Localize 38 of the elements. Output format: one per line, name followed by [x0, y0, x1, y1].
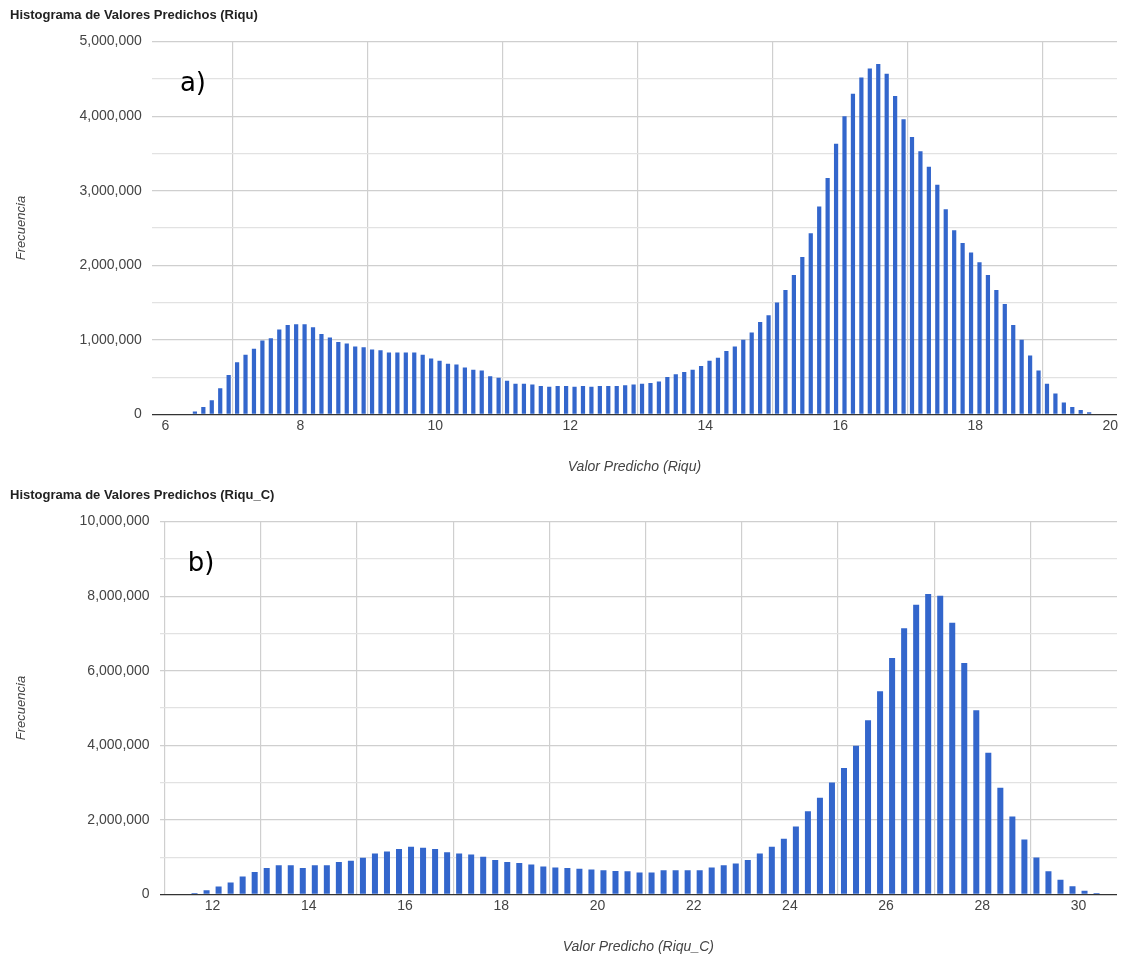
- y-tick-label: 0: [141, 885, 150, 902]
- x-tick-label: 20: [589, 896, 606, 913]
- y-tick-label: 10,000,000: [79, 512, 150, 529]
- x-tick-label: 16: [397, 896, 414, 913]
- annotation: a): [179, 67, 206, 98]
- x-axis-title: Valor Predicho (Riqu_C): [562, 938, 714, 955]
- y-tick-label: 3,000,000: [79, 181, 143, 198]
- y-tick-label: 5,000,000: [79, 32, 143, 49]
- y-tick-label: 8,000,000: [87, 587, 150, 604]
- x-tick-label: 6: [161, 416, 170, 433]
- x-tick-label: 8: [296, 416, 305, 433]
- y-tick-label: 2,000,000: [87, 810, 150, 827]
- x-tick-label: 18: [967, 416, 984, 433]
- x-tick-label: 14: [697, 416, 714, 433]
- chart-title: Histograma de Valores Predichos (Riqu_C): [10, 487, 275, 503]
- x-tick-label: 30: [1070, 896, 1087, 913]
- chart-title: Histograma de Valores Predichos (Riqu): [10, 7, 258, 23]
- x-tick-label: 26: [878, 896, 895, 913]
- x-tick-label: 28: [974, 896, 991, 913]
- y-tick-label: 1,000,000: [79, 330, 143, 347]
- y-tick-label: 4,000,000: [87, 736, 150, 753]
- y-tick-label: 4,000,000: [79, 107, 143, 124]
- x-tick-label: 20: [1102, 416, 1119, 433]
- x-axis-title: Valor Predicho (Riqu): [567, 458, 702, 475]
- x-tick-label: 12: [562, 416, 579, 433]
- y-tick-label: 0: [134, 405, 143, 422]
- y-axis-title: Frecuencia: [13, 675, 29, 741]
- x-tick-label: 14: [301, 896, 317, 913]
- annotation: b): [187, 547, 215, 578]
- y-axis-title: Frecuencia: [13, 195, 29, 261]
- x-tick-label: 10: [427, 416, 444, 433]
- x-tick-label: 22: [685, 896, 702, 913]
- y-tick-label: 2,000,000: [79, 256, 143, 273]
- x-tick-label: 16: [832, 416, 849, 433]
- x-tick-label: 18: [493, 896, 510, 913]
- x-tick-label: 24: [782, 896, 798, 913]
- y-tick-label: 6,000,000: [87, 661, 150, 678]
- x-tick-label: 12: [204, 896, 221, 913]
